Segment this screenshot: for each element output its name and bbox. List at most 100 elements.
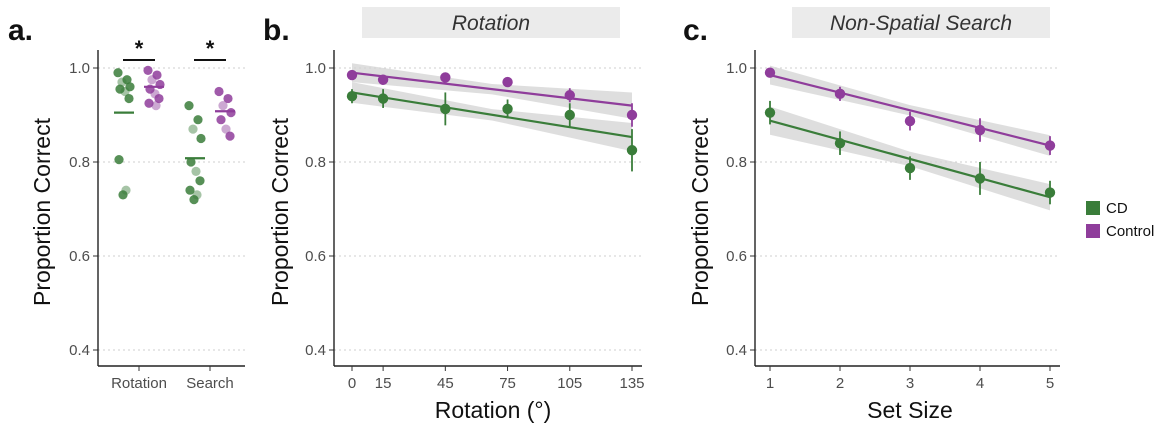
y-tick-label-b-0: 0.4 (305, 342, 326, 359)
point-b-cd-5 (626, 145, 638, 156)
point-c-cd-2 (904, 162, 916, 174)
y-tick-label-c-2: 0.8 (726, 154, 747, 171)
x-tick-label-c-2: 3 (906, 375, 914, 392)
point-c-control-0 (764, 67, 776, 78)
legend: CD Control (1086, 200, 1154, 240)
point-a-cd-1-9 (189, 195, 199, 205)
x-tick-label-b-4: 105 (557, 375, 582, 392)
x-tick-label-b-5: 135 (619, 375, 644, 392)
point-b-control-4 (564, 90, 575, 101)
point-a-cd-0-6 (124, 93, 134, 104)
y-tick-label-c-1: 0.6 (726, 248, 747, 265)
legend-label-cd: CD (1106, 200, 1128, 217)
strip-title-b: Rotation (452, 12, 530, 35)
y-tick-label-a-1: 0.6 (69, 248, 90, 265)
point-b-cd-2 (440, 103, 451, 115)
point-c-control-3 (974, 124, 986, 136)
point-a-control-1-4 (216, 115, 226, 125)
point-a-cd-0-5 (120, 86, 130, 97)
strip-header-b (362, 7, 620, 38)
panel-letter-b: b. (263, 14, 290, 47)
point-a-cd-1-2 (188, 124, 198, 134)
fit-line-c-control (769, 73, 1051, 147)
point-a-control-1-5 (221, 124, 231, 134)
point-a-cd-1-7 (185, 185, 195, 195)
point-a-cd-1-4 (186, 157, 196, 167)
point-a-cd-1-0 (184, 101, 194, 111)
point-b-control-2 (440, 72, 451, 83)
legend-swatch-control (1086, 224, 1100, 238)
point-b-cd-1 (377, 93, 389, 104)
x-axis-title-c: Set Size (867, 397, 953, 423)
point-c-control-1 (834, 88, 846, 100)
y-tick-label-a-2: 0.8 (69, 154, 90, 171)
ribbon-b-cd (352, 82, 632, 152)
point-b-control-0 (346, 69, 358, 81)
point-b-cd-4 (564, 109, 575, 121)
x-tick-label-b-2: 45 (437, 375, 454, 392)
point-a-control-0-2 (147, 75, 157, 85)
legend-swatch-cd (1086, 201, 1100, 215)
point-b-control-3 (502, 76, 513, 88)
point-b-cd-0 (346, 91, 358, 102)
point-a-cd-0-3 (125, 82, 135, 92)
point-c-cd-4 (1044, 187, 1056, 198)
strip-title-c: Non-Spatial Search (830, 12, 1012, 35)
point-c-control-2 (904, 115, 916, 127)
y-tick-label-a-3: 1.0 (69, 60, 90, 77)
point-a-control-0-0 (143, 65, 153, 75)
point-a-control-0-7 (144, 98, 154, 108)
point-a-control-1-0 (214, 86, 224, 97)
point-a-control-0-8 (151, 101, 161, 111)
point-a-control-1-6 (225, 131, 235, 141)
y-tick-label-c-0: 0.4 (726, 342, 747, 359)
x-tick-label-c-3: 4 (976, 375, 984, 392)
panel-c-plot: 0.4 0.6 0.8 1.0 1 2 3 4 5 (726, 50, 1060, 392)
legend-label-control: Control (1106, 223, 1154, 240)
point-a-cd-1-6 (195, 176, 205, 186)
y-tick-label-a-0: 0.4 (69, 342, 90, 359)
x-tick-label-b-1: 15 (375, 375, 392, 392)
panel-a-plot: 0.4 0.6 0.8 1.0 Rotation * Search * (69, 36, 245, 392)
y-axis-title-c: Proportion Correct (687, 117, 713, 306)
point-c-cd-0 (764, 107, 776, 118)
panel-letter-a: a. (8, 14, 33, 47)
x-tick-label-c-0: 1 (766, 375, 774, 392)
y-axis-title-a: Proportion Correct (29, 117, 55, 306)
point-a-control-1-2 (218, 101, 228, 111)
point-a-cd-1-5 (191, 166, 201, 176)
ribbon-b-control (352, 63, 632, 119)
x-tick-label-a-1: Search (186, 375, 234, 392)
point-a-cd-0-1 (122, 75, 132, 85)
x-axis-title-b: Rotation (°) (435, 397, 552, 423)
fit-line-b-cd (351, 91, 633, 139)
fit-line-b-control (351, 71, 633, 107)
x-tick-label-a-0: Rotation (111, 375, 167, 392)
y-tick-label-b-2: 0.8 (305, 154, 326, 171)
y-tick-label-c-3: 1.0 (726, 60, 747, 77)
point-a-cd-0-7 (114, 155, 124, 165)
y-tick-label-b-1: 0.6 (305, 248, 326, 265)
point-a-cd-1-1 (193, 115, 203, 125)
sig-star-a-1: * (206, 36, 215, 61)
x-tick-label-c-1: 2 (836, 375, 844, 392)
point-a-cd-0-4 (115, 84, 125, 94)
y-axis-title-b: Proportion Correct (267, 117, 293, 306)
panel-b-plot: 0.4 0.6 0.8 1.0 0 15 45 75 105 135 (305, 50, 645, 392)
point-a-control-0-6 (154, 93, 164, 104)
point-a-control-1-1 (223, 93, 233, 104)
point-b-control-5 (626, 109, 638, 121)
x-tick-label-b-0: 0 (348, 375, 356, 392)
sig-star-a-0: * (135, 36, 144, 61)
point-a-cd-0-9 (118, 190, 128, 200)
point-a-cd-0-0 (113, 68, 123, 78)
point-b-cd-3 (502, 103, 513, 115)
y-tick-label-b-3: 1.0 (305, 60, 326, 77)
point-c-cd-1 (834, 138, 846, 149)
point-b-control-1 (377, 74, 389, 85)
point-a-control-1-3 (226, 108, 236, 118)
panel-letter-c: c. (683, 14, 708, 47)
point-a-cd-0-2 (117, 77, 127, 87)
point-a-cd-1-3 (196, 133, 206, 144)
